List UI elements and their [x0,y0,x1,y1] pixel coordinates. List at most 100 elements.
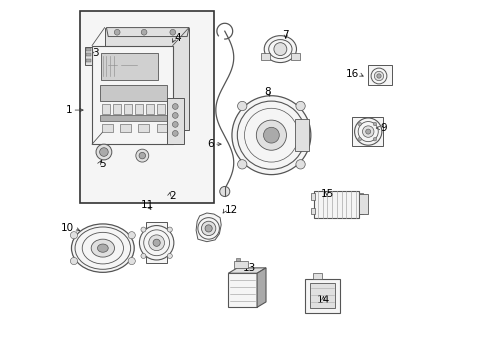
Circle shape [136,149,148,162]
Bar [367,65,391,85]
Text: 2: 2 [169,191,176,201]
Text: 14: 14 [316,295,329,305]
Circle shape [172,104,178,109]
Polygon shape [92,45,172,144]
Text: 11: 11 [141,200,154,210]
Bar [358,208,362,214]
Bar [120,124,131,132]
Circle shape [362,126,373,137]
Bar [102,104,110,114]
Circle shape [237,160,246,169]
Bar [100,85,166,101]
Circle shape [273,42,286,55]
Circle shape [153,239,160,246]
Text: 16: 16 [346,69,359,79]
Text: 10: 10 [61,224,74,233]
Circle shape [70,257,78,265]
Text: 5: 5 [99,159,106,169]
Bar [102,124,113,132]
Bar [123,104,132,114]
Bar [261,53,269,60]
Circle shape [357,138,361,141]
Circle shape [100,148,108,156]
Circle shape [263,127,279,143]
Circle shape [148,235,164,251]
Bar [310,208,314,214]
Bar [359,194,367,214]
Bar [86,53,91,56]
Bar [358,193,362,200]
Circle shape [96,144,112,160]
Text: 4: 4 [174,33,181,43]
Circle shape [376,74,380,78]
Bar [113,104,121,114]
Circle shape [373,71,383,81]
Ellipse shape [71,224,134,273]
Bar [312,273,321,279]
Text: 7: 7 [282,30,288,40]
Polygon shape [106,28,188,37]
Bar [294,119,308,151]
Bar [309,283,335,309]
Polygon shape [85,47,92,65]
Bar [100,116,166,121]
Polygon shape [104,28,188,130]
Bar [228,273,257,307]
Circle shape [295,102,305,111]
Circle shape [141,30,147,35]
Bar [101,53,158,80]
Circle shape [372,122,376,126]
Circle shape [114,30,120,35]
Ellipse shape [97,244,108,252]
Bar [305,279,339,313]
Bar [138,124,149,132]
Circle shape [167,227,172,232]
Circle shape [219,186,229,197]
Circle shape [370,68,386,84]
Bar [145,104,153,114]
Bar [156,104,164,114]
Text: 1: 1 [65,105,72,115]
Circle shape [169,30,175,35]
Text: 12: 12 [224,206,238,216]
Bar [145,222,167,263]
Bar [310,193,314,200]
Circle shape [237,102,246,111]
Circle shape [141,253,145,258]
Circle shape [172,131,178,136]
Circle shape [128,231,135,239]
Circle shape [231,96,310,175]
Bar [314,191,359,218]
Polygon shape [228,268,265,273]
Circle shape [295,160,305,169]
Text: 13: 13 [242,263,255,273]
Circle shape [354,118,381,145]
Text: 9: 9 [380,123,386,133]
Bar [233,261,247,268]
Circle shape [139,226,174,260]
Circle shape [365,129,370,134]
Bar [86,59,91,62]
Bar [290,53,299,60]
Text: 8: 8 [264,87,270,97]
Bar [86,48,91,51]
Circle shape [139,152,145,159]
Text: 15: 15 [320,189,333,199]
Polygon shape [167,98,183,144]
Polygon shape [196,213,221,242]
Ellipse shape [264,36,296,63]
Circle shape [204,225,212,232]
Circle shape [128,257,135,265]
Bar [135,104,142,114]
Bar [80,12,214,203]
Text: 3: 3 [92,48,99,58]
Polygon shape [257,268,265,307]
Text: 6: 6 [207,139,214,149]
Circle shape [256,120,286,150]
Circle shape [198,218,219,239]
Ellipse shape [91,239,114,257]
Circle shape [172,122,178,127]
Circle shape [201,221,215,235]
Circle shape [357,122,361,126]
Bar [235,258,239,261]
